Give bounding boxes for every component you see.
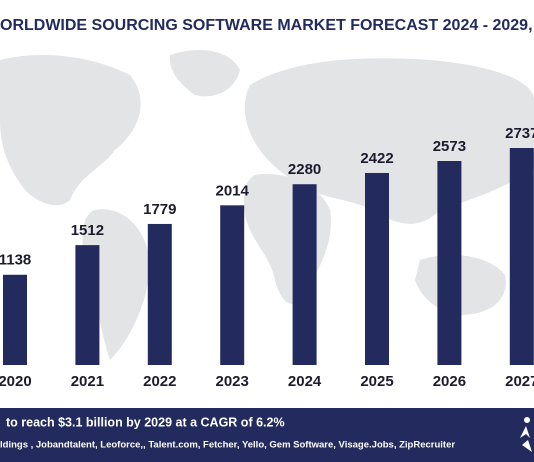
x-tick-label: 2025 <box>360 373 393 390</box>
chart-title: ORLDWIDE SOURCING SOFTWARE MARKET FORECA… <box>0 17 533 34</box>
bar <box>437 161 462 365</box>
x-tick-label: 2023 <box>216 373 249 390</box>
bar <box>3 274 27 365</box>
bar <box>75 245 100 365</box>
x-tick-label: 2026 <box>433 373 466 390</box>
value-label: 2737 <box>505 125 534 142</box>
x-tick-label: 2024 <box>288 373 322 390</box>
footer-band <box>0 408 534 462</box>
x-tick-label: 2021 <box>71 373 104 390</box>
value-label: 2014 <box>216 182 250 199</box>
bar <box>292 184 317 365</box>
bar <box>147 223 172 365</box>
footer-summary: to reach $3.1 billion by 2029 at a CAGR … <box>6 415 285 429</box>
value-label: 1512 <box>71 222 104 239</box>
x-tick-label: 2027 <box>505 373 534 390</box>
bar <box>509 147 534 365</box>
footer-players: ldings , Jobandtalent, Leoforce,, Talent… <box>0 440 455 451</box>
bar <box>220 205 245 365</box>
logo <box>520 417 532 452</box>
value-label: 2573 <box>433 138 466 155</box>
bar <box>365 172 389 365</box>
x-tick-label: 2022 <box>143 373 176 390</box>
value-label: 1779 <box>143 201 176 218</box>
value-label: 2422 <box>360 150 393 167</box>
x-tick-label: 2020 <box>0 373 32 390</box>
value-label: 2280 <box>288 161 321 178</box>
value-label: 1138 <box>0 252 31 269</box>
